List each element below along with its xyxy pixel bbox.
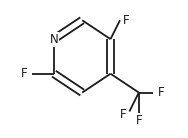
Text: F: F bbox=[120, 108, 126, 121]
Text: F: F bbox=[21, 67, 27, 80]
Text: F: F bbox=[136, 114, 142, 127]
Text: F: F bbox=[158, 86, 164, 99]
Text: N: N bbox=[49, 33, 58, 46]
Text: F: F bbox=[123, 14, 130, 27]
